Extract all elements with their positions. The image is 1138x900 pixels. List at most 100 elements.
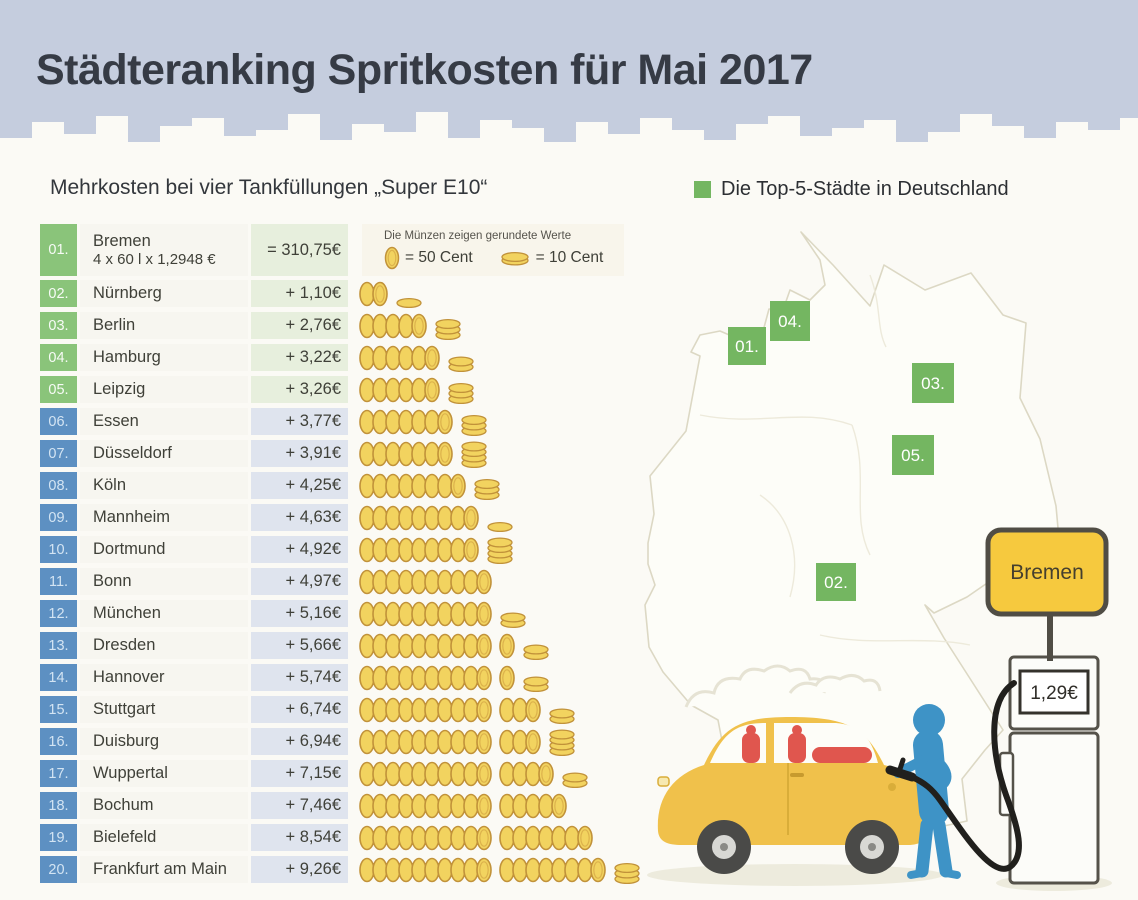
ranking-row-08: 08. Köln + 4,25€	[40, 472, 700, 500]
coin-50-label: = 50 Cent	[405, 248, 473, 266]
svg-text:03.: 03.	[921, 374, 945, 393]
rank-badge: 16.	[40, 728, 77, 755]
extra-cost-value: + 7,15€	[251, 760, 348, 787]
coin-legend-values: = 50 Cent = 10 Cent	[384, 245, 624, 271]
pump-price-display	[1018, 669, 1090, 715]
ranking-row-18: 18. Bochum + 7,46€	[40, 792, 700, 819]
extra-cost-value: + 3,26€	[251, 376, 348, 403]
rank-badge: 02.	[40, 280, 77, 307]
ranking-row-01: 01. Bremen 4 x 60 l x 1,2948 € = 310,75€…	[40, 224, 700, 276]
rank-badge: 06.	[40, 408, 77, 435]
city-name: Hannover	[80, 664, 248, 691]
fuel-hose	[885, 680, 1022, 872]
coin-pictograph	[359, 473, 500, 500]
city-name: Bremen	[93, 231, 151, 250]
coin-pictograph	[359, 825, 593, 850]
city-name: Köln	[80, 472, 248, 499]
baseline-city-cell: Bremen 4 x 60 l x 1,2948 €	[80, 224, 248, 276]
ranking-row-17: 17. Wuppertal + 7,15€	[40, 760, 700, 788]
extra-cost-value: + 5,16€	[251, 600, 348, 627]
ranking-row-13: 13. Dresden + 5,66€	[40, 632, 700, 660]
city-name: Dresden	[80, 632, 248, 659]
ranking-row-04: 04. Hamburg + 3,22€	[40, 344, 700, 372]
map-marker-04: 04.	[770, 301, 810, 341]
city-name: Dortmund	[80, 536, 248, 563]
extra-cost-value: + 3,22€	[251, 344, 348, 371]
rank-badge: 19.	[40, 824, 77, 851]
city-name: Berlin	[80, 312, 248, 339]
rank-badge: 03.	[40, 312, 77, 339]
rank-badge: 05.	[40, 376, 77, 403]
map-area: 01. 04. 03. 05. 02.	[640, 215, 1138, 900]
subtitle: Mehrkosten bei vier Tankfüllungen „Super…	[50, 176, 488, 199]
city-name: Bielefeld	[80, 824, 248, 851]
ranking-rows: 02. Nürnberg + 1,10€ 03. Berlin + 2,76€ …	[40, 280, 700, 884]
extra-cost-value: + 7,46€	[251, 792, 348, 819]
coin-pictograph	[359, 281, 422, 308]
extra-cost-value: + 9,26€	[251, 856, 348, 883]
coin-pictograph	[359, 793, 567, 818]
rank-badge: 04.	[40, 344, 77, 371]
top5-legend: Die Top-5-Städte in Deutschland	[694, 178, 1009, 201]
rank-badge: 09.	[40, 504, 77, 531]
car-seats	[742, 725, 872, 763]
coin-pictograph	[359, 569, 492, 594]
person-illustration	[893, 704, 961, 879]
coin-pictograph	[359, 857, 640, 884]
rank-badge: 08.	[40, 472, 77, 499]
rank-badge: 17.	[40, 760, 77, 787]
coin-10-label: = 10 Cent	[535, 248, 604, 266]
ranking-row-09: 09. Mannheim + 4,63€	[40, 504, 700, 532]
svg-text:05.: 05.	[901, 446, 925, 465]
map-marker-02: 02.	[816, 563, 856, 601]
rank-badge: 01.	[40, 224, 77, 276]
extra-cost-value: + 3,91€	[251, 440, 348, 467]
city-name: Stuttgart	[80, 696, 248, 723]
rank-badge: 20.	[40, 856, 77, 883]
rank-badge: 12.	[40, 600, 77, 627]
coin-pictograph	[359, 345, 474, 372]
coin-pictograph	[359, 728, 575, 756]
top5-legend-label: Die Top-5-Städte in Deutschland	[721, 178, 1009, 200]
header: Städteranking Spritkosten für Mai 2017	[0, 0, 1138, 148]
map-marker-01: 01.	[728, 327, 766, 365]
coin-pictograph	[359, 505, 513, 532]
ranking-row-07: 07. Düsseldorf + 3,91€	[40, 440, 700, 468]
page-title: Städteranking Spritkosten für Mai 2017	[36, 46, 813, 94]
coin-50-icon	[384, 246, 400, 269]
skyline-silhouette	[0, 112, 1138, 148]
rank-badge: 07.	[40, 440, 77, 467]
ranking-row-02: 02. Nürnberg + 1,10€	[40, 280, 700, 308]
pump-price-value: 1,29€	[1030, 683, 1078, 704]
coin-pictograph	[359, 409, 487, 436]
extra-cost-value: + 4,63€	[251, 504, 348, 531]
svg-text:01.: 01.	[735, 337, 759, 356]
rank-badge: 18.	[40, 792, 77, 819]
extra-cost-value: + 6,94€	[251, 728, 348, 755]
map-marker-05: 05.	[892, 435, 934, 475]
svg-text:02.: 02.	[824, 573, 848, 592]
city-name: Bonn	[80, 568, 248, 595]
coin-legend-text: Die Münzen zeigen gerundete Werte	[384, 229, 572, 242]
baseline-formula: 4 x 60 l x 1,2948 €	[93, 250, 216, 268]
coin-legend: Die Münzen zeigen gerundete Werte = 50 C…	[362, 224, 624, 276]
extra-cost-value: + 4,25€	[251, 472, 348, 499]
rank-badge: 15.	[40, 696, 77, 723]
rank-badge: 14.	[40, 664, 77, 691]
ranking-row-14: 14. Hannover + 5,74€	[40, 664, 700, 692]
coin-pictograph	[359, 761, 588, 788]
fuel-pump: 1,29€	[998, 655, 1100, 885]
ranking-row-06: 06. Essen + 3,77€	[40, 408, 700, 436]
rank-badge: 13.	[40, 632, 77, 659]
extra-cost-value: + 2,76€	[251, 312, 348, 339]
coin-pictograph	[359, 601, 526, 628]
ranking-row-20: 20. Frankfurt am Main + 9,26€	[40, 856, 700, 884]
city-name: München	[80, 600, 248, 627]
city-name: Leipzig	[80, 376, 248, 403]
ranking-row-16: 16. Duisburg + 6,94€	[40, 728, 700, 756]
bremen-sign-label: Bremen	[1010, 561, 1084, 584]
ranking-row-12: 12. München + 5,16€	[40, 600, 700, 628]
extra-cost-value: + 4,92€	[251, 536, 348, 563]
rank-badge: 10.	[40, 536, 77, 563]
